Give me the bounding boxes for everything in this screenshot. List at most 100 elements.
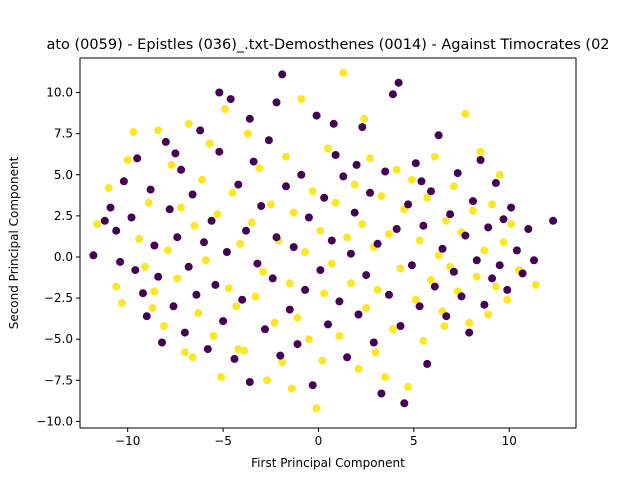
data-point-class-0: [388, 90, 397, 99]
data-point-class-1: [190, 221, 199, 230]
y-tick-label: −7.5: [44, 373, 73, 387]
data-point-class-0: [293, 340, 302, 349]
data-point-class-0: [507, 203, 516, 212]
data-point-class-0: [133, 154, 142, 163]
data-point-class-1: [427, 276, 435, 284]
data-point-class-1: [150, 287, 159, 296]
data-point-class-0: [354, 310, 363, 319]
data-point-class-0: [161, 137, 170, 146]
data-point-class-0: [392, 225, 401, 233]
data-point-class-1: [392, 165, 401, 174]
data-point-class-0: [512, 246, 521, 255]
data-point-class-1: [316, 226, 325, 235]
data-point-class-1: [360, 114, 369, 123]
data-point-class-1: [350, 180, 359, 189]
data-point-class-0: [89, 251, 98, 260]
data-point-class-1: [221, 105, 229, 113]
data-point-class-0: [362, 271, 371, 280]
data-point-class-1: [224, 284, 233, 293]
data-point-class-0: [245, 378, 254, 386]
data-point-class-0: [480, 300, 489, 309]
data-point-class-0: [549, 216, 558, 225]
data-point-class-1: [293, 313, 302, 322]
data-point-class-1: [465, 318, 474, 327]
data-point-class-0: [171, 149, 180, 158]
data-point-class-0: [407, 261, 416, 270]
data-point-class-0: [427, 187, 435, 196]
data-point-class-1: [163, 246, 172, 255]
data-point-class-1: [371, 348, 380, 357]
data-point-class-0: [158, 338, 166, 347]
data-point-class-0: [238, 295, 247, 304]
y-tick-label: −10.0: [36, 414, 73, 428]
data-point-class-0: [184, 262, 193, 271]
data-point-class-0: [196, 126, 205, 135]
data-point-class-0: [257, 202, 266, 210]
data-point-class-0: [352, 160, 361, 169]
data-point-class-0: [377, 389, 386, 398]
data-point-class-0: [215, 147, 224, 156]
data-point-class-0: [394, 78, 403, 87]
data-point-class-0: [301, 285, 310, 294]
y-tick-label: −2.5: [44, 291, 73, 305]
y-axis-label: Second Principal Component: [7, 156, 21, 329]
data-point-class-1: [217, 373, 226, 381]
data-point-class-0: [304, 213, 313, 222]
data-point-class-1: [415, 236, 424, 245]
data-point-class-1: [531, 280, 540, 289]
plot-area-frame: [79, 57, 577, 429]
data-point-class-0: [106, 203, 115, 212]
data-point-class-1: [104, 183, 113, 192]
data-point-class-1: [247, 218, 256, 227]
data-point-class-1: [177, 203, 186, 212]
data-point-class-0: [297, 170, 306, 179]
data-point-class-0: [139, 289, 147, 298]
data-point-class-0: [173, 233, 182, 242]
data-point-class-1: [112, 282, 121, 291]
data-point-class-1: [480, 246, 489, 255]
x-tick-label: 10: [502, 434, 517, 448]
data-point-class-0: [234, 180, 243, 189]
data-point-class-1: [476, 147, 485, 156]
data-point-class-1: [282, 152, 290, 161]
data-point-class-0: [285, 305, 294, 314]
data-point-class-0: [453, 169, 462, 178]
data-point-class-1: [377, 192, 386, 201]
data-point-class-1: [472, 272, 481, 281]
data-point-class-1: [167, 160, 176, 169]
data-point-class-0: [329, 119, 338, 128]
data-point-class-1: [129, 128, 138, 136]
data-point-class-1: [228, 188, 237, 197]
data-point-class-0: [177, 165, 186, 174]
data-point-class-0: [404, 200, 413, 209]
data-point-class-1: [318, 356, 327, 365]
y-tick-label: 2.5: [54, 209, 73, 223]
data-point-class-0: [438, 244, 447, 253]
data-point-class-0: [465, 328, 474, 337]
data-point-class-1: [201, 256, 210, 265]
data-point-class-0: [442, 312, 451, 321]
data-point-class-1: [430, 152, 439, 161]
data-point-class-0: [430, 282, 439, 291]
data-point-class-0: [180, 328, 189, 337]
data-point-class-0: [503, 285, 512, 294]
y-tick-label: 10.0: [46, 86, 73, 100]
data-point-class-1: [385, 230, 393, 238]
data-point-class-0: [366, 188, 374, 197]
data-point-class-1: [495, 170, 504, 179]
data-point-class-0: [461, 231, 470, 240]
data-point-class-0: [272, 98, 281, 107]
x-tick-label: −5: [214, 434, 232, 448]
y-tick-label: 5.0: [54, 168, 73, 182]
chart-title: ato (0059) - Epistles (036)_.txt-Demosth…: [46, 37, 609, 53]
data-point-class-1: [236, 239, 245, 248]
data-point-class-1: [449, 182, 458, 191]
data-point-class-0: [358, 123, 367, 132]
x-tick-label: −10: [115, 434, 140, 448]
data-point-class-0: [131, 266, 140, 275]
data-point-class-0: [434, 131, 443, 140]
data-point-class-1: [301, 248, 310, 256]
data-point-class-1: [346, 279, 355, 288]
data-point-class-1: [287, 384, 296, 393]
data-point-class-0: [282, 182, 290, 191]
